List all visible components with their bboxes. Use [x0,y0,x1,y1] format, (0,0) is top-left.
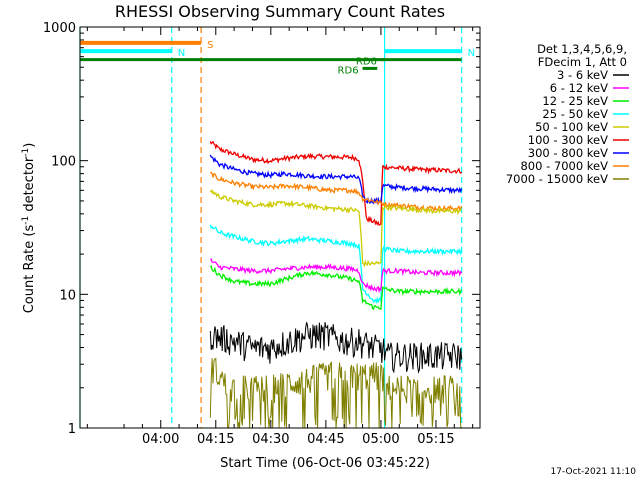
rd-label: RD6 [356,57,377,68]
legend-entry-label: 7000 - 15000 keV [506,172,608,186]
footer-timestamp: 17-Oct-2021 11:10 [551,467,637,477]
x-tick-label: 04:15 [197,432,234,447]
legend-entry-label: 300 - 800 keV [528,146,608,160]
legend-header-line1: Det 1,3,4,5,6,9, [537,42,627,56]
legend: Det 1,3,4,5,6,9, FDecim 1, Att 0 3 - 6 k… [506,42,629,186]
y-axis-label-sup1: -1 [21,216,31,225]
axis-ticks: 04:00 04:15 04:30 04:45 05:00 05:15 1 10 100 1000 [43,21,480,447]
legend-entry-label: 3 - 6 keV [557,68,608,82]
x-tick-label: 05:15 [417,432,454,447]
series-line [210,258,463,294]
x-tick-label: 04:30 [252,432,289,447]
legend-entry-label: 100 - 300 keV [528,133,608,147]
legend-header-line2: FDecim 1, Att 0 [538,55,627,69]
series-line [209,322,463,374]
legend-entry-label: 25 - 50 keV [542,107,608,121]
y-axis-label: Count Rate (s-1 detector-1) [21,143,37,314]
y-axis-label-part1: Count Rate (s [22,225,37,314]
series-line [209,188,462,268]
y-axis-label-part2: detector [22,156,37,216]
flag-label: N [468,48,475,59]
y-axis-label-sup2: -1 [21,148,31,157]
legend-entry-label: 6 - 12 keV [550,81,608,95]
series-line [209,224,463,305]
chart-title: RHESSI Observing Summary Count Rates [115,2,445,21]
plot-frame [79,26,481,429]
y-tick-label: 1000 [43,21,76,36]
rd-label: RD6 [338,65,359,76]
flag-label: N [178,48,185,59]
series-line [209,140,463,227]
series-line [210,171,463,213]
y-tick-label: 10 [59,288,76,303]
y-axis-label-part3: ) [22,143,37,148]
y-tick-label: 1 [68,422,76,437]
x-tick-label: 04:45 [307,432,344,447]
legend-entry-label: 12 - 25 keV [542,94,608,108]
x-axis-label: Start Time (06-Oct-06 03:45:22) [220,456,430,471]
flag-label: S [207,40,213,51]
x-tick-label: 04:00 [142,432,179,447]
y-tick-label: 100 [51,155,76,170]
legend-entry-label: 800 - 7000 keV [520,159,608,173]
series-line [209,154,463,205]
series-line [209,264,463,311]
x-tick-label: 05:00 [362,432,399,447]
legend-entry-label: 50 - 100 keV [535,120,608,134]
